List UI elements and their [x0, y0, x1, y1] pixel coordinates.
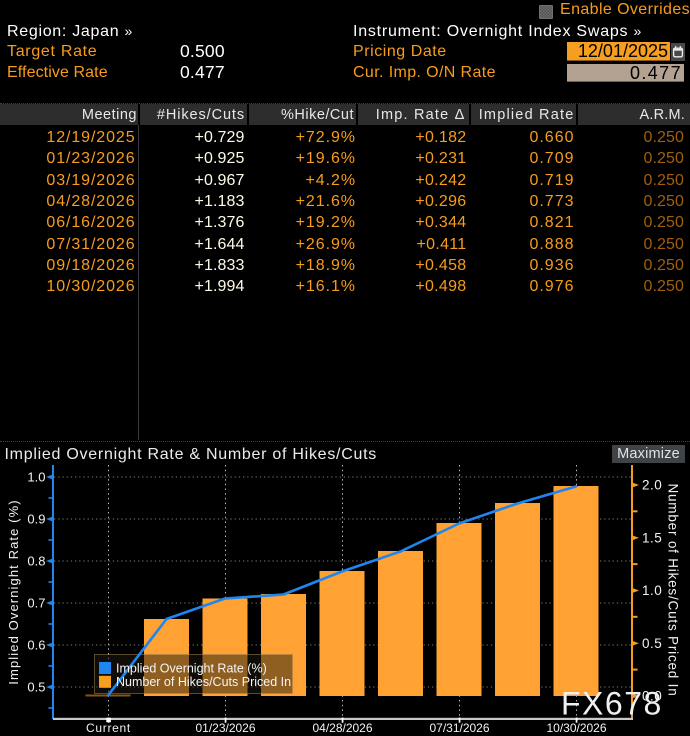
svg-text:1.5: 1.5	[642, 530, 662, 545]
svg-text:01/23/2026: 01/23/2026	[195, 721, 255, 735]
svg-text:04/28/2026: 04/28/2026	[312, 721, 372, 735]
svg-text:0.0: 0.0	[642, 689, 662, 704]
svg-text:2.0: 2.0	[642, 478, 662, 493]
svg-text:1.0: 1.0	[27, 470, 45, 485]
svg-text:Implied Overnight Rate (%): Implied Overnight Rate (%)	[6, 499, 21, 684]
svg-text:07/31/2026: 07/31/2026	[429, 721, 489, 735]
svg-text:0.5: 0.5	[27, 680, 45, 695]
svg-text:Current: Current	[86, 721, 131, 735]
svg-text:10/30/2026: 10/30/2026	[546, 721, 606, 735]
svg-text:0.7: 0.7	[27, 596, 45, 611]
svg-text:Number of Hikes/Cuts Priced In: Number of Hikes/Cuts Priced In	[666, 483, 681, 696]
svg-text:0.5: 0.5	[642, 636, 662, 651]
svg-text:0.9: 0.9	[27, 512, 45, 527]
svg-text:0.6: 0.6	[27, 638, 45, 653]
svg-text:0.8: 0.8	[27, 554, 45, 569]
svg-text:1.0: 1.0	[642, 583, 662, 598]
svg-text:Implied Overnight Rate (%): Implied Overnight Rate (%)	[116, 662, 267, 676]
svg-text:Number of Hikes/Cuts Priced In: Number of Hikes/Cuts Priced In	[116, 675, 291, 689]
svg-text:FX678: FX678	[561, 686, 663, 722]
